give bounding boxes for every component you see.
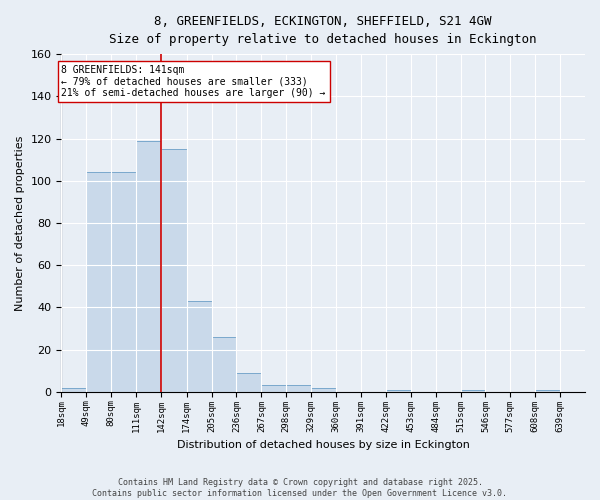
- Bar: [311, 388, 336, 392]
- Y-axis label: Number of detached properties: Number of detached properties: [15, 136, 25, 310]
- Text: Contains HM Land Registry data © Crown copyright and database right 2025.
Contai: Contains HM Land Registry data © Crown c…: [92, 478, 508, 498]
- Bar: [111, 172, 136, 392]
- Title: 8, GREENFIELDS, ECKINGTON, SHEFFIELD, S21 4GW
Size of property relative to detac: 8, GREENFIELDS, ECKINGTON, SHEFFIELD, S2…: [109, 15, 537, 46]
- Bar: [236, 373, 262, 392]
- Bar: [262, 386, 286, 392]
- Text: 8 GREENFIELDS: 141sqm
← 79% of detached houses are smaller (333)
21% of semi-det: 8 GREENFIELDS: 141sqm ← 79% of detached …: [61, 64, 326, 98]
- X-axis label: Distribution of detached houses by size in Eckington: Distribution of detached houses by size …: [177, 440, 470, 450]
- Bar: [286, 386, 311, 392]
- Bar: [136, 140, 161, 392]
- Bar: [386, 390, 411, 392]
- Bar: [86, 172, 111, 392]
- Bar: [212, 337, 236, 392]
- Bar: [461, 390, 485, 392]
- Bar: [61, 388, 86, 392]
- Bar: [187, 301, 212, 392]
- Bar: [535, 390, 560, 392]
- Bar: [161, 149, 187, 392]
